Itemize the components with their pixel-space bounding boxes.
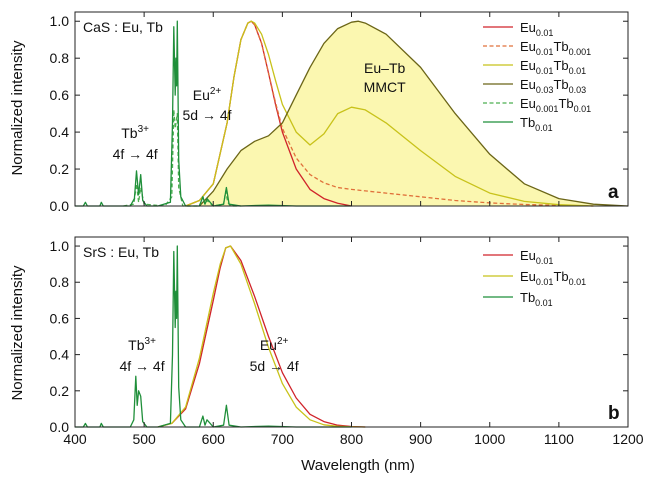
tb-annotation-ion: Tb3+ <box>128 336 156 353</box>
x-tick-label: 400 <box>63 431 87 447</box>
series-line-3 <box>75 245 352 428</box>
legend-label: Tb0.01 <box>520 290 553 308</box>
tb-annotation-ion: Tb3+ <box>121 124 149 141</box>
mmct-shaded-area <box>199 21 628 207</box>
y-tick-label: 0.6 <box>50 310 70 326</box>
x-tick-label: 1000 <box>474 431 505 447</box>
y-tick-label: 0.4 <box>50 347 70 363</box>
legend-label: Eu0.03Tb0.03 <box>520 77 586 95</box>
x-tick-label: 1200 <box>612 431 643 447</box>
panel-b-srs: 400 500 600 700 800 900 1000 1100 1200 0.0 0.2 0.4 0… <box>50 236 644 447</box>
mmct-label-line2: MMCT <box>364 79 406 95</box>
sample-label: CaS : Eu, Tb <box>83 19 163 35</box>
eu-annotation-transition: 5d → 4f <box>183 107 232 123</box>
y-tick-label: 1.0 <box>50 238 70 254</box>
mmct-label-line1: Eu–Tb <box>364 60 405 76</box>
y-tick-label: 0.0 <box>50 198 70 214</box>
series-line-5 <box>123 109 241 207</box>
series-line-4 <box>198 20 629 207</box>
x-tick-label: 900 <box>409 431 433 447</box>
panel-letter: a <box>608 182 619 203</box>
legend-label: Eu0.001Tb0.01 <box>520 96 591 114</box>
eu-annotation-ion: Eu2+ <box>193 86 222 103</box>
tb-annotation-transition: 4f → 4f <box>113 146 158 162</box>
legend-label: Eu0.01Tb0.001 <box>520 39 591 57</box>
eu-annotation-ion: Eu2+ <box>260 336 289 353</box>
eu-annotation-transition: 5d → 4f <box>250 358 299 374</box>
y-tick-label: 0.8 <box>50 274 70 290</box>
legend-label: Eu0.01 <box>520 248 553 266</box>
y-axis-title-a: Normalized intensity <box>9 40 26 176</box>
legend-label: Tb0.01 <box>520 115 553 133</box>
x-tick-label: 700 <box>271 431 295 447</box>
y-tick-label: 0.8 <box>50 50 70 66</box>
tb-annotation-transition: 4f → 4f <box>119 358 164 374</box>
series-line-1 <box>157 245 366 428</box>
series-line-2 <box>157 245 366 428</box>
y-axis-title-b: Normalized intensity <box>9 265 26 401</box>
y-tick-label: 0.0 <box>50 419 70 435</box>
panel-letter: b <box>608 403 620 424</box>
y-tick-label: 0.4 <box>50 124 70 140</box>
panel-a-cas: 0.0 0.2 0.4 0.6 0.8 1.0 CaS : Eu, Tb a Tb3+ 4f → … <box>50 11 629 214</box>
x-tick-label: 600 <box>202 431 226 447</box>
y-tick-label: 0.6 <box>50 87 70 103</box>
x-tick-label: 500 <box>132 431 156 447</box>
y-tick-label: 0.2 <box>50 383 70 399</box>
series-line-3 <box>185 20 594 207</box>
x-axis-title: Wavelength (nm) <box>301 457 415 474</box>
legend-label: Eu0.01 <box>520 20 553 38</box>
sample-label: SrS : Eu, Tb <box>83 244 159 260</box>
x-tick-label: 800 <box>340 431 364 447</box>
legend-label: Eu0.01Tb0.01 <box>520 269 586 287</box>
x-tick-label: 1100 <box>544 431 574 447</box>
y-tick-label: 0.2 <box>50 161 70 177</box>
legend-label: Eu0.01Tb0.01 <box>520 58 586 76</box>
y-tick-label: 1.0 <box>50 13 70 29</box>
